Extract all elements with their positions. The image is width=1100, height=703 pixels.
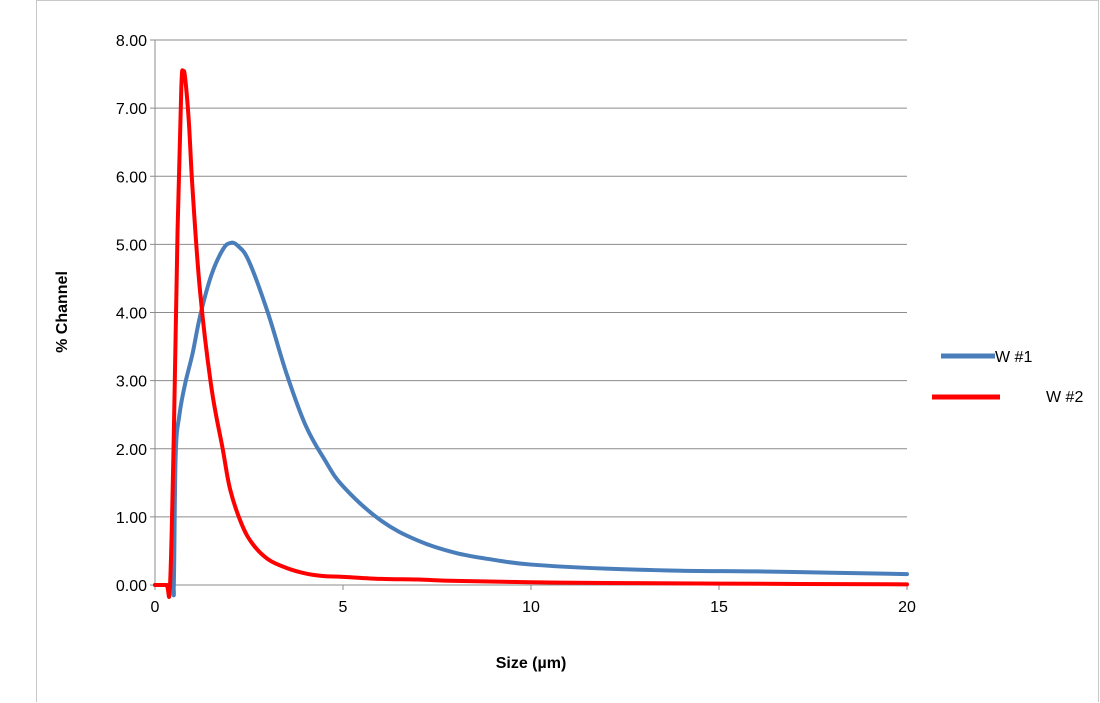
x-axis-title: Size (µm) xyxy=(496,655,567,672)
x-tick-label: 20 xyxy=(898,599,916,616)
legend-entry-w2: W #2 xyxy=(932,389,1083,406)
y-tick-labels: 0.00 1.00 2.00 3.00 4.00 5.00 6.00 7.00 8.00 xyxy=(116,33,147,595)
y-tick-label: 8.00 xyxy=(116,33,147,50)
y-tick-label: 4.00 xyxy=(116,306,147,323)
series-lines xyxy=(153,68,909,599)
x-tick-label: 10 xyxy=(522,599,540,616)
y-tick-label: 7.00 xyxy=(116,101,147,118)
series-line-2 xyxy=(153,68,909,599)
y-tick-label: 2.00 xyxy=(116,442,147,459)
gridlines xyxy=(155,39,907,518)
y-axis-title: % Channel xyxy=(54,271,71,353)
y-tick-label: 0.00 xyxy=(116,578,147,595)
x-tick-label: 15 xyxy=(710,599,728,616)
y-tick-label: 3.00 xyxy=(116,374,147,391)
x-tick-labels: 0 5 10 15 20 xyxy=(151,599,916,616)
legend-entry-w1: W #1 xyxy=(941,349,1032,366)
x-tick-label: 5 xyxy=(339,599,348,616)
y-tick-label: 5.00 xyxy=(116,237,147,254)
series-line-1 xyxy=(153,240,909,598)
legend: W #1 W #2 xyxy=(932,349,1083,406)
y-tick-label: 6.00 xyxy=(116,169,147,186)
y-tick-label: 1.00 xyxy=(116,510,147,527)
x-tick-label: 0 xyxy=(151,599,160,616)
legend-label-w2: W #2 xyxy=(1046,389,1083,406)
axes xyxy=(150,39,908,590)
legend-label-w1: W #1 xyxy=(995,349,1032,366)
